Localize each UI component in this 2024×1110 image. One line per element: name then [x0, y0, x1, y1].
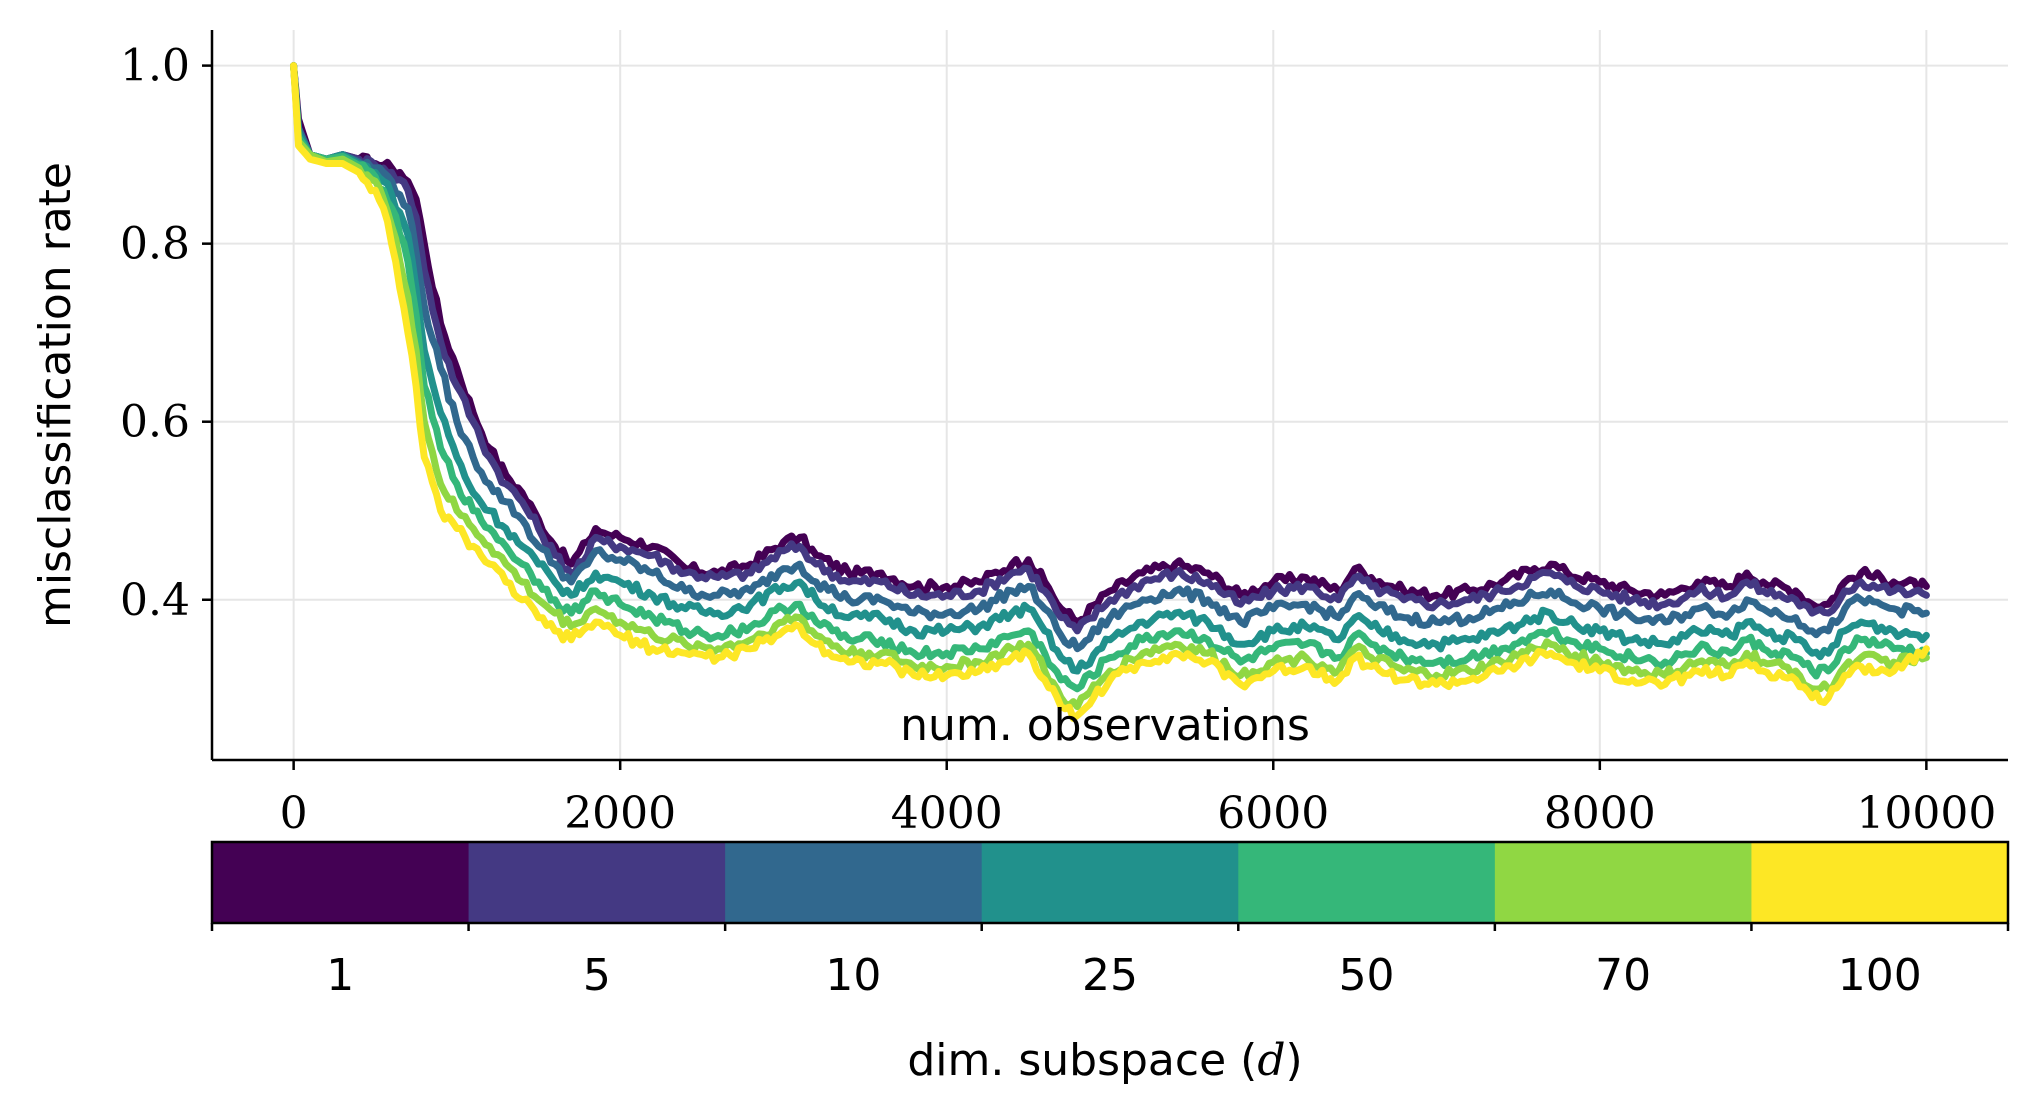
- y-axis-label: misclassification rate: [30, 162, 81, 628]
- x-tick-label: 10000: [1856, 788, 1996, 839]
- series-line-d-10: [290, 62, 1930, 653]
- x-tick-label: 0: [280, 788, 308, 839]
- colorbar-title-var: d: [1257, 1035, 1285, 1086]
- colorbar-label-70: 70: [1595, 950, 1651, 1001]
- colorbar-label-50: 50: [1339, 950, 1395, 1001]
- colorbar-title-suffix: ): [1285, 1035, 1302, 1086]
- y-tick-label: 0.4: [120, 575, 190, 626]
- x-axis-label: num. observations: [900, 700, 1310, 751]
- x-tick-label: 8000: [1544, 788, 1656, 839]
- series-line-d-50: [290, 62, 1930, 693]
- series-line-d-25: [290, 62, 1930, 675]
- colorbar-label-10: 10: [825, 950, 881, 1001]
- colorbar-label-25: 25: [1082, 950, 1138, 1001]
- colorbar-title: dim. subspace (d): [907, 1035, 1302, 1086]
- colorbar-frame: [210, 840, 2010, 925]
- series-line-d-70: [290, 62, 1930, 711]
- colorbar-swatch-5: [468, 842, 726, 923]
- series-line-d-1: [290, 62, 1930, 626]
- colorbar-swatch-25: [981, 842, 1239, 923]
- colorbar-swatch-1: [212, 842, 470, 923]
- colorbar: 1 5 10 25 50 70 100: [210, 840, 2010, 1001]
- y-tick-label: 0.8: [120, 219, 190, 270]
- colorbar-swatch-100: [1751, 842, 2009, 923]
- colorbar-swatch-70: [1494, 842, 1752, 923]
- series-lines: [290, 62, 1930, 722]
- colorbar-label-1: 1: [326, 950, 354, 1001]
- colorbar-label-100: 100: [1838, 950, 1922, 1001]
- y-tick-label: 1.0: [120, 41, 190, 92]
- colorbar-label-5: 5: [583, 950, 611, 1001]
- x-ticks: 0 2000 4000 6000 8000 10000: [280, 760, 1996, 839]
- colorbar-swatch-10: [725, 842, 983, 923]
- x-tick-label: 6000: [1217, 788, 1329, 839]
- axes: [210, 30, 2008, 762]
- series-line-d-100: [290, 62, 1930, 722]
- y-ticks: 0.4 0.6 0.8 1.0: [120, 41, 212, 626]
- colorbar-swatch-50: [1238, 842, 1496, 923]
- x-tick-label: 2000: [564, 788, 676, 839]
- x-tick-label: 4000: [891, 788, 1003, 839]
- colorbar-title-prefix: dim. subspace (: [907, 1035, 1257, 1086]
- y-tick-label: 0.6: [120, 397, 190, 448]
